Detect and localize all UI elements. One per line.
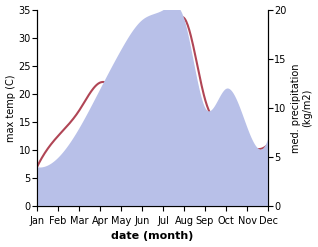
- Y-axis label: max temp (C): max temp (C): [5, 74, 16, 142]
- X-axis label: date (month): date (month): [111, 231, 194, 242]
- Y-axis label: med. precipitation
(kg/m2): med. precipitation (kg/m2): [291, 63, 313, 153]
